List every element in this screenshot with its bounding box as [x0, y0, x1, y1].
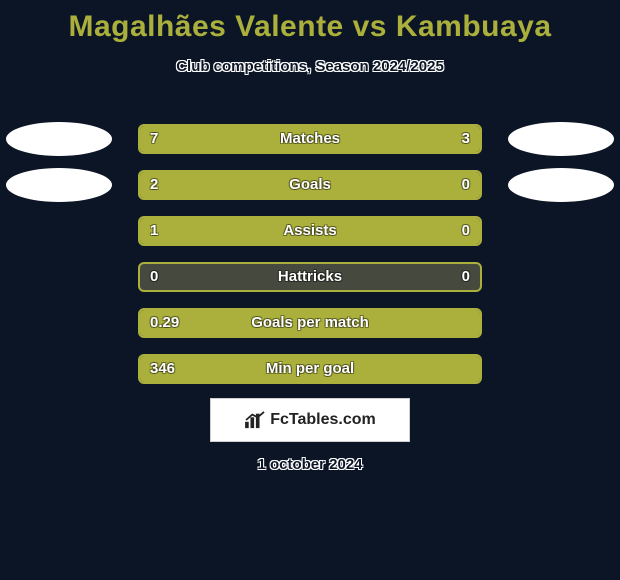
stat-row: 20Goals — [0, 166, 620, 212]
stat-value-left: 7 — [150, 124, 158, 154]
stat-bar-track — [138, 308, 482, 338]
stat-value-right: 0 — [462, 216, 470, 246]
stat-bar-track — [138, 354, 482, 384]
subtitle: Club competitions, Season 2024/2025 — [0, 58, 620, 75]
stat-value-left: 346 — [150, 354, 175, 384]
stat-rows: 73Matches20Goals10Assists00Hattricks0.29… — [0, 120, 620, 396]
chart-icon — [244, 411, 266, 429]
source-badge[interactable]: FcTables.com — [210, 398, 410, 442]
vs-separator: vs — [353, 10, 387, 43]
stat-bar-track — [138, 262, 482, 292]
player-left-marker — [6, 168, 112, 202]
player-left-marker — [6, 122, 112, 156]
stat-value-left: 0.29 — [150, 308, 179, 338]
stat-row: 00Hattricks — [0, 258, 620, 304]
stat-row: 10Assists — [0, 212, 620, 258]
player-right-marker — [508, 122, 614, 156]
stat-bar-left-fill — [140, 126, 378, 152]
stat-row: 0.29Goals per match — [0, 304, 620, 350]
stat-bar-track — [138, 216, 482, 246]
stat-bar-left-fill — [140, 218, 402, 244]
stat-value-right: 0 — [462, 262, 470, 292]
stat-value-left: 2 — [150, 170, 158, 200]
stat-value-right: 3 — [462, 124, 470, 154]
stat-bar-left-fill — [140, 172, 402, 198]
stat-bar-track — [138, 170, 482, 200]
player-right-name: Kambuaya — [396, 10, 552, 43]
player-left-name: Magalhães Valente — [68, 10, 343, 43]
stat-bar-track — [138, 124, 482, 154]
stat-value-left: 0 — [150, 262, 158, 292]
stat-value-right: 0 — [462, 170, 470, 200]
player-right-marker — [508, 168, 614, 202]
stat-value-left: 1 — [150, 216, 158, 246]
comparison-card: Magalhães Valente vs Kambuaya Club compe… — [0, 0, 620, 580]
source-badge-text: FcTables.com — [270, 411, 376, 429]
stat-bar-left-fill — [140, 356, 480, 382]
date-label: 1 october 2024 — [0, 456, 620, 473]
stat-row: 73Matches — [0, 120, 620, 166]
stat-row: 346Min per goal — [0, 350, 620, 396]
stat-bar-left-fill — [140, 310, 480, 336]
page-title: Magalhães Valente vs Kambuaya — [0, 0, 620, 44]
